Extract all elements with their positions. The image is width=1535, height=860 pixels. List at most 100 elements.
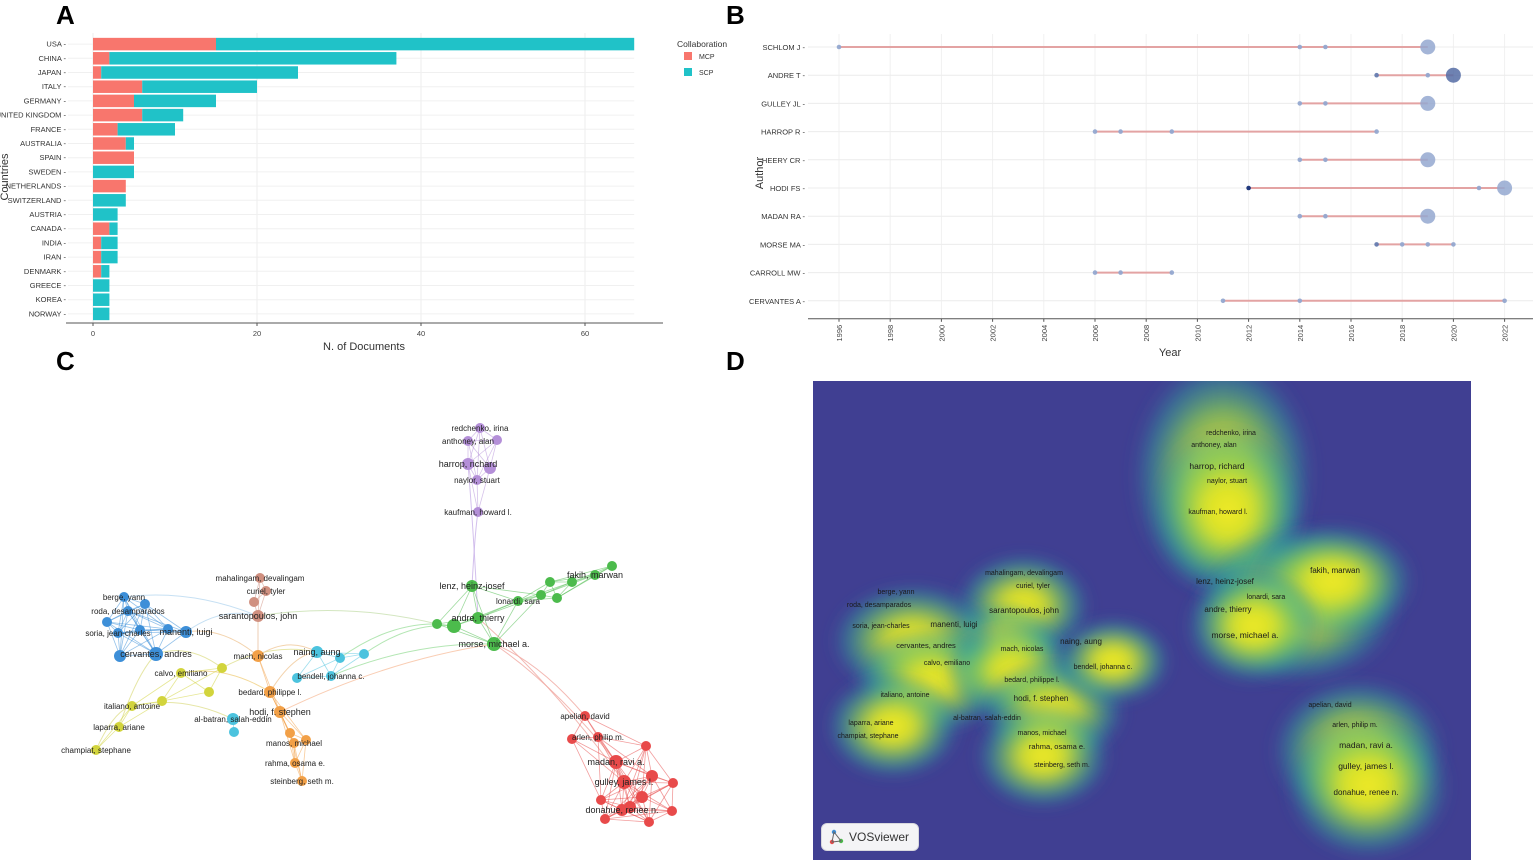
- network-edge: [629, 782, 674, 808]
- b-x-tick-label-2004: 2004: [1040, 325, 1049, 342]
- node-arlen-philip-m: [593, 732, 603, 742]
- node-green: [567, 577, 577, 587]
- node-label-anthoney-alan: anthoney, alan: [442, 437, 494, 446]
- network-edge: [597, 736, 602, 801]
- node-purple: [492, 435, 502, 445]
- point-schlom-j-2015: [1323, 44, 1328, 50]
- network-edge: [119, 596, 125, 657]
- point-harrop-r-2006: [1092, 129, 1098, 134]
- network-edge: [615, 761, 650, 823]
- density-label-mahalingam-devalingam: mahalingam, devalingam: [985, 570, 1063, 577]
- node-naylor-stuart: [472, 475, 482, 485]
- vosviewer-logo-icon: [829, 829, 844, 845]
- node-red: [644, 817, 654, 827]
- density-label-naing-aung: naing, aung: [1060, 637, 1102, 646]
- point-cervantes-a-2014: [1297, 298, 1303, 304]
- node-manos-michael: [289, 738, 299, 748]
- density-blob-9: [823, 671, 963, 781]
- author-label-carroll-mw: CARROLL MW -: [750, 269, 806, 278]
- tick-label-japan: JAPAN -: [38, 68, 67, 77]
- network-edge: [584, 715, 647, 747]
- node-harrop-richard: [462, 458, 474, 470]
- point-hodi-fs-2012: [1246, 185, 1251, 191]
- density-label-cervantes-andres: cervantes, andres: [896, 641, 956, 650]
- node-label-donahue-renee-n: donahue, renee n.: [585, 805, 658, 815]
- density-blob-13: [1053, 616, 1173, 706]
- node-green: [552, 593, 562, 603]
- density-label-rahma-osama-e: rahma, osama e.: [1029, 742, 1085, 751]
- network-edge: [436, 585, 473, 625]
- bar-denmark-mcp: [93, 265, 102, 278]
- node-label-manos-michael: manos, michael: [266, 739, 322, 748]
- network-edge: [467, 439, 498, 465]
- network-edge: [301, 739, 307, 782]
- node-bendell-johanna-c: [326, 671, 336, 681]
- author-timeline-chart: SCHLOM J - ANDRE T - GULLEY JL - HARROP R -…: [749, 34, 1533, 359]
- point-carroll-mw-2006: [1092, 270, 1098, 275]
- density-label-naylor-stuart: naylor, stuart: [1207, 478, 1247, 485]
- network-edge: [180, 667, 223, 674]
- network-edge: [651, 775, 673, 812]
- legend-label-mcp: MCP: [699, 54, 715, 61]
- legend-title: Collaboration: [677, 39, 727, 49]
- bar-canada-mcp: [93, 222, 110, 235]
- density-blob-4: [1183, 566, 1323, 686]
- node-label-madan-ravi-a: madan, ravi a.: [587, 757, 644, 767]
- network-edge: [477, 594, 542, 619]
- node-fakih-marwan: [590, 570, 600, 580]
- network-edge: [161, 667, 223, 702]
- node-label-italiano-antoine: italiano, antoine: [104, 702, 161, 711]
- bar-netherlands-mcp: [93, 179, 126, 193]
- node-purple: [484, 462, 496, 474]
- node-morse-michael-a: [487, 637, 501, 651]
- bar-greece-scp: [93, 279, 110, 292]
- node-green: [545, 577, 555, 587]
- bar-japan-scp: [101, 66, 298, 79]
- author-label-andre-t: ANDRE T -: [768, 71, 806, 80]
- node-kaufman-howard-l: [473, 507, 483, 517]
- node-label-hodi-f-stephen: hodi, f. stephen: [249, 707, 311, 717]
- b-x-tick-label-2000: 2000: [937, 325, 946, 342]
- network-edge: [476, 479, 479, 513]
- bar-india-mcp: [93, 236, 102, 250]
- network-edge: [629, 745, 647, 808]
- panel-label-c: C: [56, 346, 75, 376]
- network-edge: [604, 761, 617, 820]
- bar-austria-scp: [93, 208, 118, 221]
- node-label-sarantopoulos-john: sarantopoulos, john: [219, 611, 298, 621]
- density-label-kaufman-howard-l: kaufman, howard l.: [1188, 509, 1247, 516]
- node-label-curiel-tyler: curiel, tyler: [247, 587, 286, 596]
- tick-label-sweden: SWEDEN -: [29, 167, 67, 176]
- panel-label-a: A: [56, 0, 75, 30]
- panel-label-b: B: [726, 0, 745, 30]
- point-schlom-j-2014: [1297, 44, 1303, 50]
- node-blue: [114, 650, 126, 662]
- author-label-cervantes-a: CERVANTES A -: [749, 297, 805, 306]
- node-label-calvo-emiliano: calvo, emiliano: [155, 669, 208, 678]
- network-edge: [600, 796, 643, 801]
- node-cyan: [292, 673, 302, 683]
- point-heery-cr-2014: [1297, 157, 1303, 163]
- tick-label-netherlands: NETHERLANDS -: [6, 182, 67, 191]
- network-link-brown-green: [257, 610, 438, 625]
- network-edge: [648, 782, 674, 823]
- node-label-cervantes-andres: cervantes, andres: [120, 649, 192, 659]
- tick-label-australia: AUSTRALIA -: [20, 139, 66, 148]
- network-edge: [117, 603, 146, 634]
- density-label-curiel-tyler: curiel, tyler: [1016, 583, 1051, 590]
- density-label-italiano-antoine: italiano, antoine: [880, 692, 929, 699]
- node-blue: [163, 624, 173, 634]
- y-axis-label: Countries: [0, 153, 11, 201]
- bar-denmark-scp: [101, 265, 110, 278]
- network-edge: [477, 467, 491, 513]
- network-edge: [106, 621, 121, 657]
- node-apelian-david: [580, 711, 590, 721]
- density-label-lonardi-sara: lonardi, sara: [1247, 594, 1286, 601]
- network-edge: [517, 597, 558, 602]
- node-red: [636, 791, 648, 803]
- bar-spain-mcp: [93, 151, 134, 164]
- point-andre-t-2019: [1425, 72, 1431, 78]
- tick-label-india: INDIA -: [42, 238, 67, 247]
- b-x-tick-label-2016: 2016: [1347, 325, 1356, 342]
- network-edge: [161, 691, 210, 702]
